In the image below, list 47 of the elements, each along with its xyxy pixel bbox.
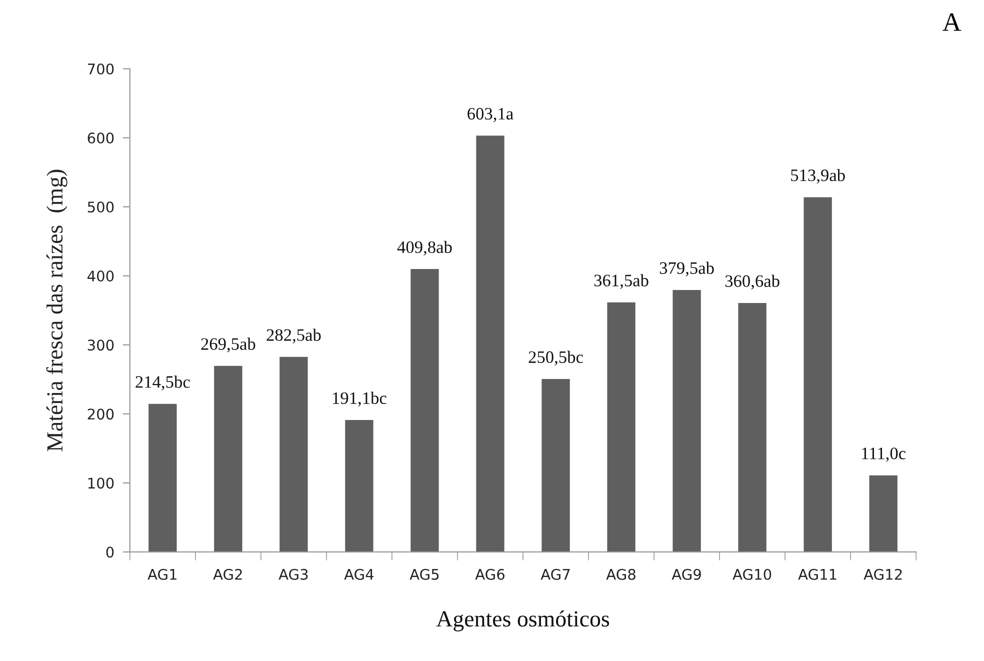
- x-tick-label: AG1: [148, 568, 176, 580]
- bar: [607, 302, 636, 552]
- x-tick-label: AG11: [798, 568, 836, 580]
- bar: [345, 420, 374, 552]
- x-tick-label: AG2: [213, 568, 242, 580]
- bar: [804, 197, 832, 552]
- y-tick-label: 300: [88, 340, 114, 351]
- bar: [476, 136, 504, 552]
- data-label: 214,5bc: [136, 376, 190, 390]
- x-tick-label: AG3: [278, 568, 308, 580]
- x-tick-label: AG9: [672, 568, 701, 580]
- bar: [280, 356, 308, 552]
- data-label: 111,0c: [862, 448, 906, 462]
- x-tick-label: AG4: [344, 568, 374, 580]
- y-tick-label: 100: [88, 478, 114, 489]
- data-label: 269,5ab: [201, 338, 256, 352]
- data-label: 360,6ab: [725, 274, 780, 290]
- bar: [869, 475, 898, 552]
- data-label: 191,1bc: [333, 392, 386, 406]
- bar: [542, 379, 570, 552]
- y-tick-label: 400: [87, 270, 114, 282]
- bar: [214, 366, 242, 552]
- y-tick-label: 200: [88, 408, 114, 420]
- x-tick-label: AG7: [540, 568, 570, 580]
- data-label: 603,1a: [468, 108, 514, 122]
- data-label: 513,9ab: [791, 168, 845, 184]
- data-label: 379,5ab: [660, 262, 714, 276]
- y-tick-label: 700: [88, 63, 114, 74]
- data-label: 250,5bc: [528, 350, 583, 366]
- bar: [672, 290, 701, 552]
- y-tick-label: 0: [106, 546, 114, 558]
- x-tick-label: AG6: [475, 568, 504, 580]
- x-tick-label: AG5: [410, 568, 439, 580]
- y-axis-title: Matéria fresca das raízes (mg): [46, 170, 68, 452]
- y-tick-label: 500: [88, 202, 114, 213]
- data-label: 282,5ab: [266, 328, 321, 344]
- x-tick-label: AG8: [606, 568, 636, 580]
- bar: [410, 269, 439, 552]
- data-label: 361,5ab: [594, 274, 648, 289]
- x-tick-label: AG12: [864, 568, 902, 580]
- text: A: [942, 13, 962, 31]
- x-axis-title: Agentes osmóticos: [436, 610, 610, 632]
- bar: [148, 404, 177, 552]
- x-tick-label: AG10: [732, 568, 772, 580]
- bar: [738, 303, 766, 552]
- data-label: 409,8ab: [397, 240, 452, 256]
- y-tick-label: 600: [88, 132, 114, 144]
